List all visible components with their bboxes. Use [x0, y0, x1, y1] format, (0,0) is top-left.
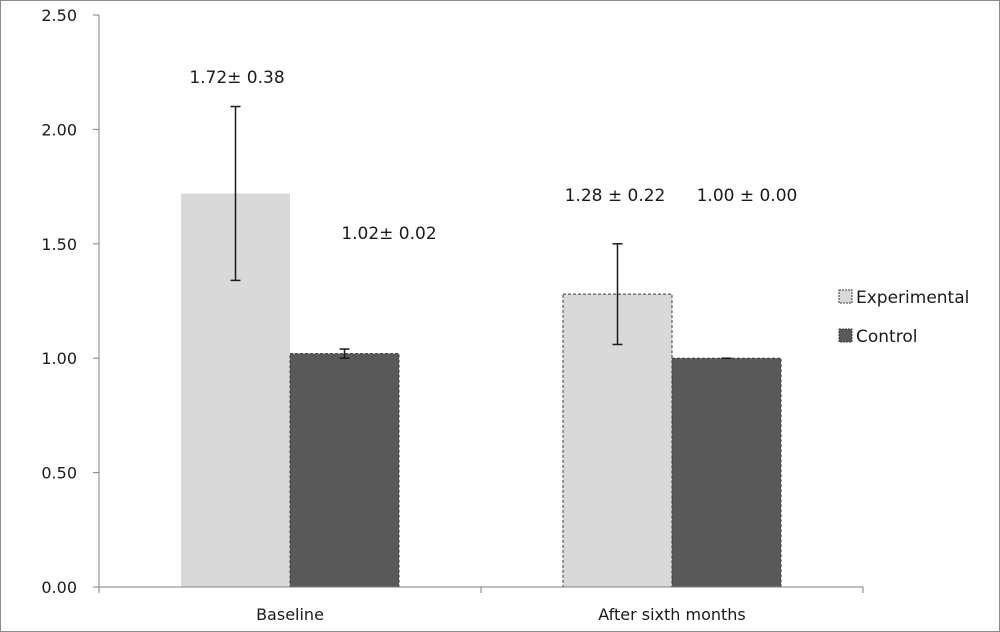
x-category-label: After sixth months: [598, 605, 746, 624]
y-tick-label: 1.00: [41, 349, 77, 368]
y-tick-label: 0.50: [41, 464, 77, 483]
legend: Experimental Control: [838, 288, 969, 347]
value-annotations: 1.72± 0.38 1.28 ± 0.22 1.02± 0.02 1.00 ± 0.…: [189, 68, 797, 244]
y-tick-label: 1.50: [41, 235, 77, 254]
y-axis: 0.00 0.50 1.00 1.50 2.00 2.50: [41, 6, 100, 597]
bar-control-1: [289, 353, 400, 588]
y-tick-label: 2.00: [41, 120, 77, 139]
y-tick-label: 2.50: [41, 6, 77, 25]
legend-label: Experimental: [856, 288, 969, 308]
error-bars: [230, 105, 732, 359]
value-annotation: 1.00 ± 0.00: [697, 186, 798, 206]
bars: [181, 193, 782, 588]
bar-control-2: [671, 357, 782, 588]
value-annotation: 1.72± 0.38: [189, 68, 284, 88]
value-annotation: 1.28 ± 0.22: [565, 186, 666, 206]
x-category-label: Baseline: [256, 605, 324, 624]
legend-swatch-experimental: [838, 289, 853, 304]
value-annotation: 1.02± 0.02: [341, 224, 436, 244]
legend-swatch-control: [838, 328, 853, 343]
y-tick-label: 0.00: [41, 578, 77, 597]
legend-label: Control: [856, 327, 917, 347]
x-axis: Baseline After sixth months: [98, 586, 864, 624]
